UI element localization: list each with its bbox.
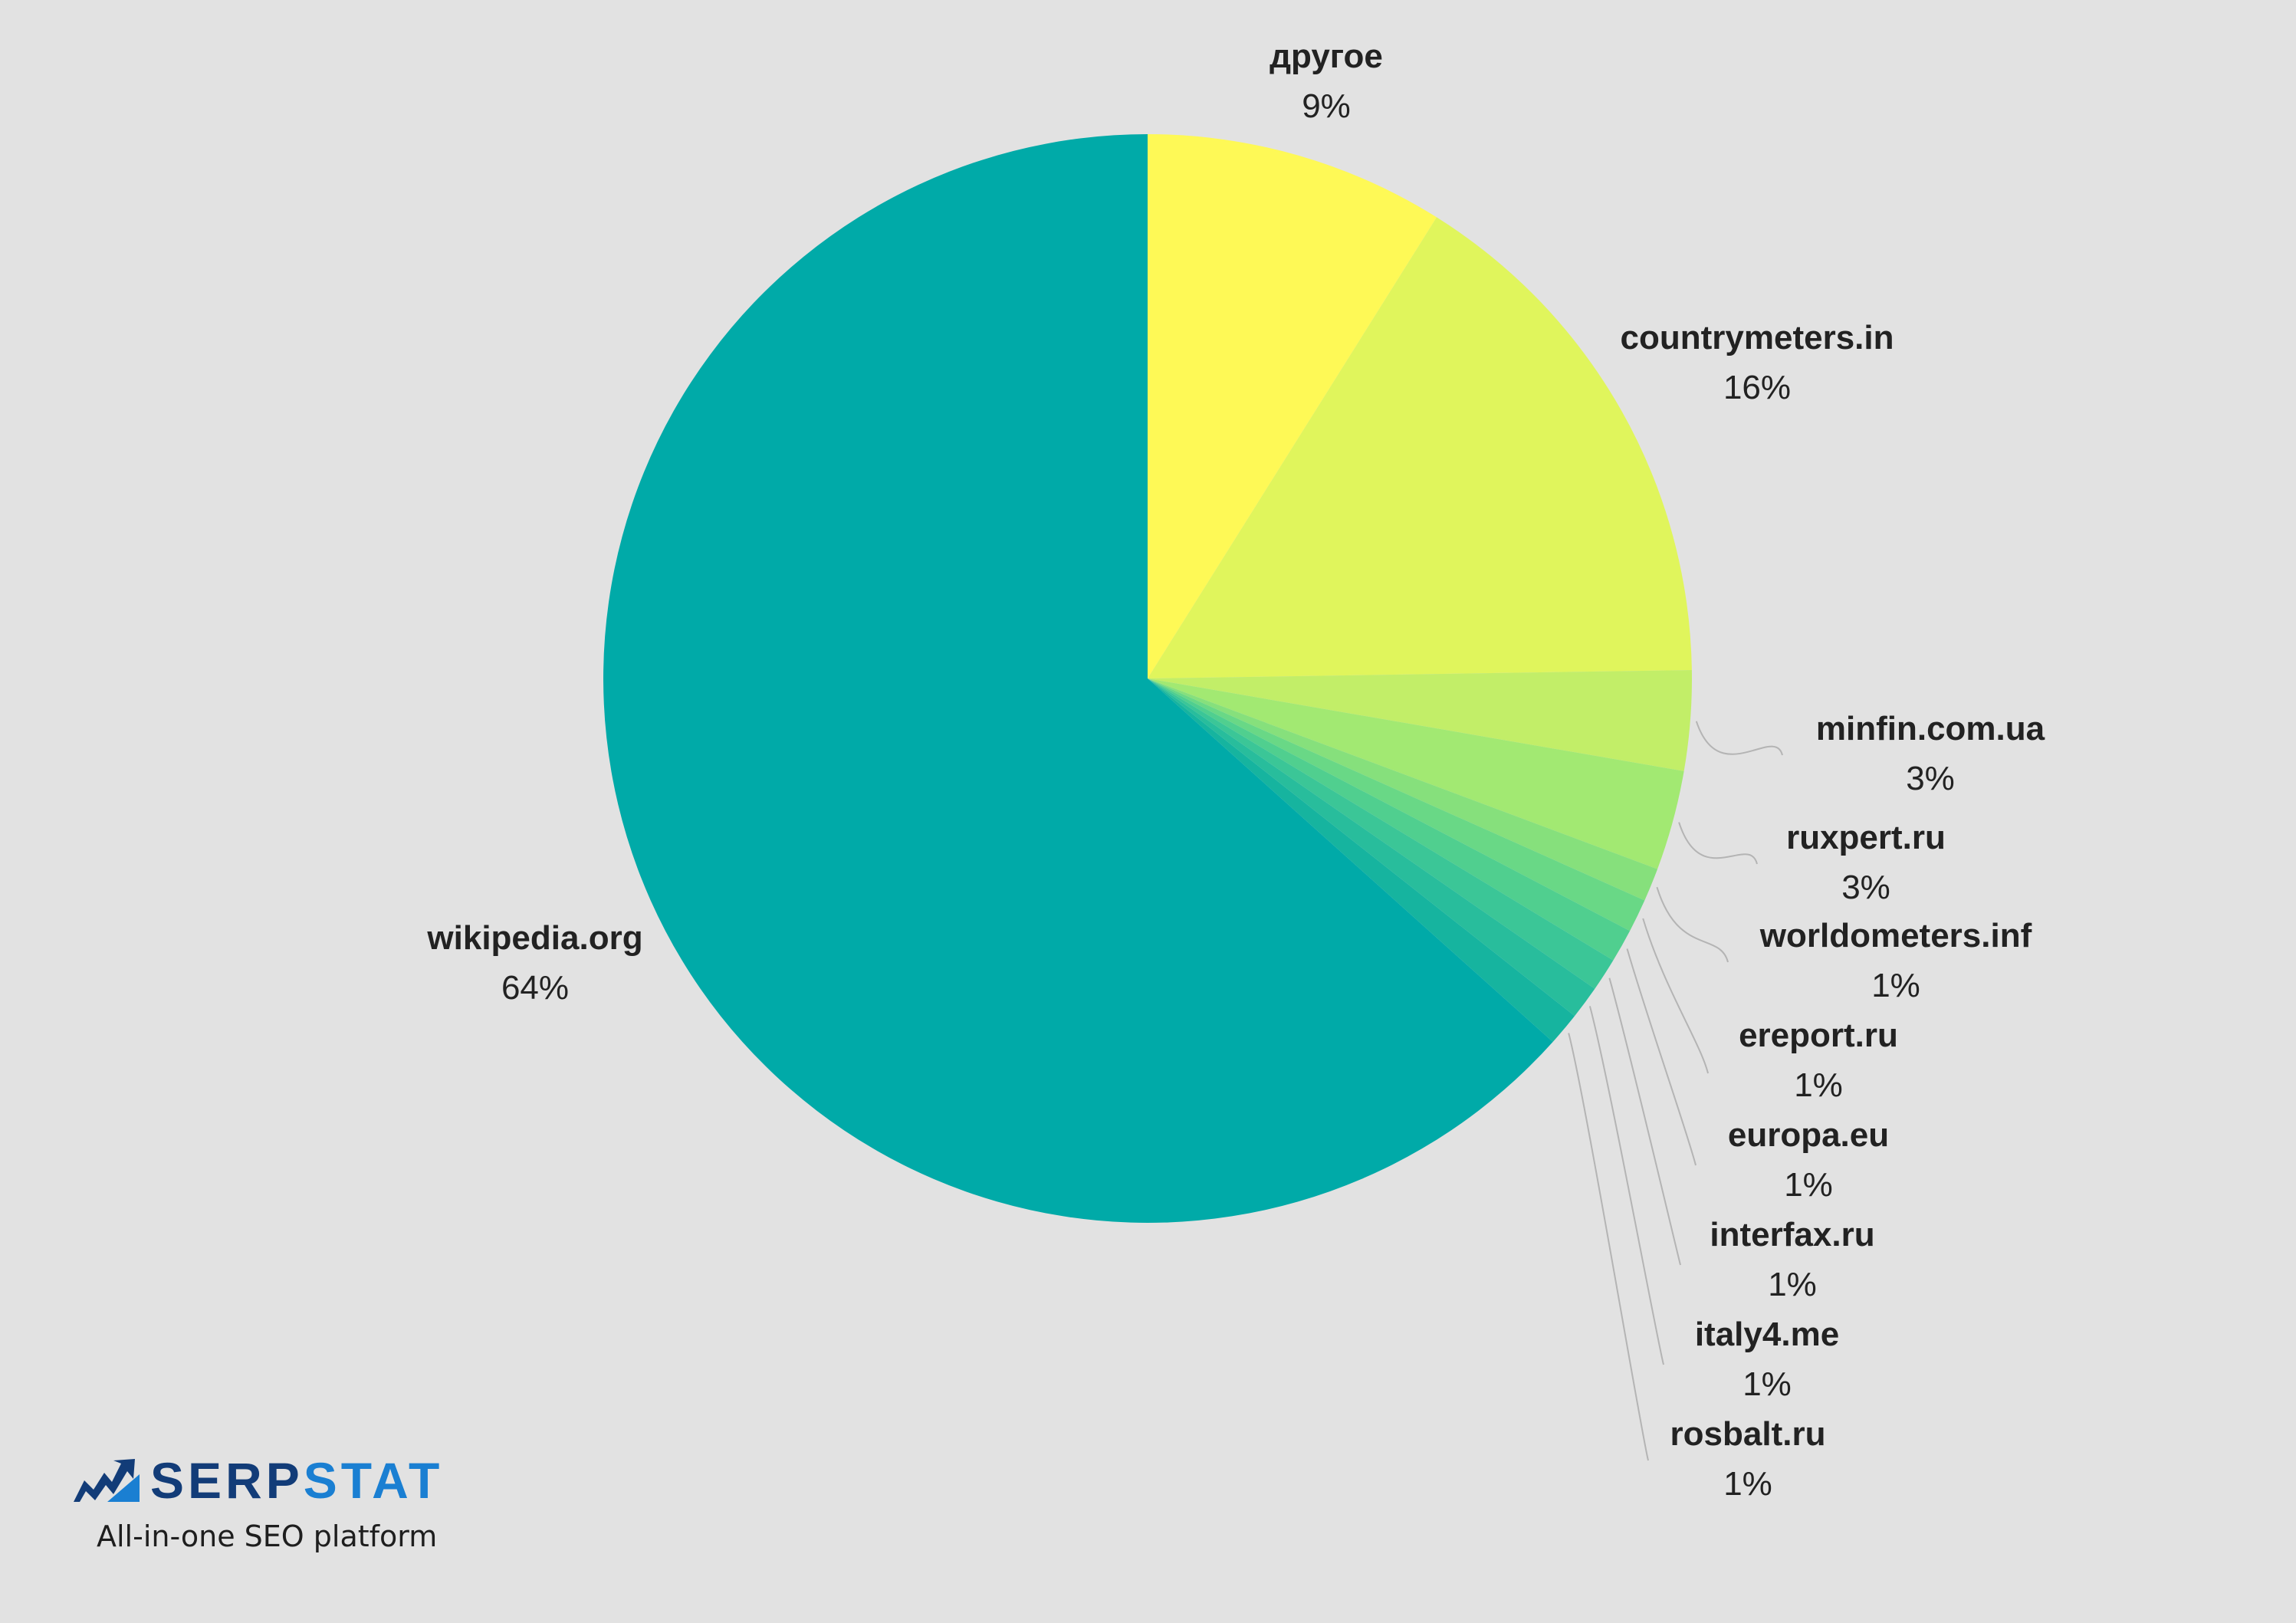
leader-line-europa-eu bbox=[1626, 948, 1697, 1166]
slice-label-worldometers-inf: worldometers.inf bbox=[1759, 917, 2032, 954]
pie-slice-italy4-me bbox=[1148, 678, 1595, 1017]
slice-label-countrymeters-in: countrymeters.in bbox=[1621, 319, 1894, 356]
pie-slice-countrymeters-in bbox=[1148, 217, 1692, 678]
pie-slice-другое bbox=[1148, 134, 1437, 678]
slice-value-ruxpert-ru: 3% bbox=[1841, 869, 1890, 906]
slice-value-rosbalt-ru: 1% bbox=[1723, 1465, 1772, 1503]
slice-label-europa-eu: europa.eu bbox=[1728, 1116, 1889, 1154]
slice-value-europa-eu: 1% bbox=[1784, 1166, 1833, 1204]
serpstat-chart-arrow-icon bbox=[74, 1459, 140, 1502]
leader-line-italy4-me bbox=[1588, 1006, 1664, 1365]
pie-slice-worldometers-inf bbox=[1148, 678, 1658, 901]
pie-slice-minfin-com-ua bbox=[1148, 669, 1692, 771]
slice-value-countrymeters-in: 16% bbox=[1723, 369, 1791, 406]
pie-slices bbox=[603, 134, 1692, 1223]
logo-wordmark: SERPSTAT bbox=[150, 1455, 443, 1506]
logo-wordmark-part2: STAT bbox=[303, 1452, 444, 1509]
slice-label-rosbalt-ru: rosbalt.ru bbox=[1670, 1415, 1826, 1453]
leader-line-ruxpert-ru bbox=[1678, 822, 1758, 865]
leader-lines bbox=[1568, 721, 1783, 1461]
slice-value-ereport-ru: 1% bbox=[1794, 1066, 1843, 1104]
slice-label-wikipedia-org: wikipedia.org bbox=[426, 919, 642, 957]
leader-line-ereport-ru bbox=[1642, 918, 1709, 1074]
logo-row: SERPSTAT bbox=[74, 1455, 472, 1506]
slice-value-italy4-me: 1% bbox=[1743, 1365, 1792, 1403]
leader-line-minfin-com-ua bbox=[1695, 721, 1783, 756]
leader-line-worldometers-inf bbox=[1656, 886, 1729, 963]
pie-slice-ereport-ru bbox=[1148, 678, 1645, 931]
slice-label-ruxpert-ru: ruxpert.ru bbox=[1786, 819, 1946, 856]
slice-labels: другое 9% countrymeters.in 16% minfin.com.ua… bbox=[426, 38, 2045, 1503]
slice-label-другое: другое bbox=[1270, 38, 1383, 75]
leader-line-interfax-ru bbox=[1608, 977, 1681, 1266]
pie-slice-wikipedia-org bbox=[603, 134, 1553, 1223]
slice-value-wikipedia-org: 64% bbox=[501, 969, 569, 1007]
logo-wordmark-part1: SERP bbox=[150, 1452, 304, 1509]
slice-label-italy4-me: italy4.me bbox=[1695, 1316, 1839, 1353]
slice-value-другое: 9% bbox=[1302, 87, 1351, 125]
pie-slice-europa-eu bbox=[1148, 678, 1631, 961]
pie-slice-ruxpert-ru bbox=[1148, 678, 1684, 869]
slice-label-minfin-com-ua: minfin.com.ua bbox=[1816, 710, 2045, 747]
serpstat-logo: SERPSTAT All-in-one SEO platform bbox=[74, 1455, 472, 1553]
slice-label-ereport-ru: ereport.ru bbox=[1739, 1017, 1898, 1054]
leader-line-rosbalt-ru bbox=[1568, 1033, 1649, 1461]
slice-value-minfin-com-ua: 3% bbox=[1906, 760, 1955, 797]
pie-slice-interfax-ru bbox=[1148, 678, 1614, 989]
pie-slice-rosbalt-ru bbox=[1148, 678, 1575, 1042]
slice-value-interfax-ru: 1% bbox=[1768, 1266, 1817, 1303]
slice-value-worldometers-inf: 1% bbox=[1871, 967, 1920, 1004]
logo-tagline: All-in-one SEO platform bbox=[97, 1520, 438, 1553]
slice-label-interfax-ru: interfax.ru bbox=[1710, 1216, 1874, 1253]
